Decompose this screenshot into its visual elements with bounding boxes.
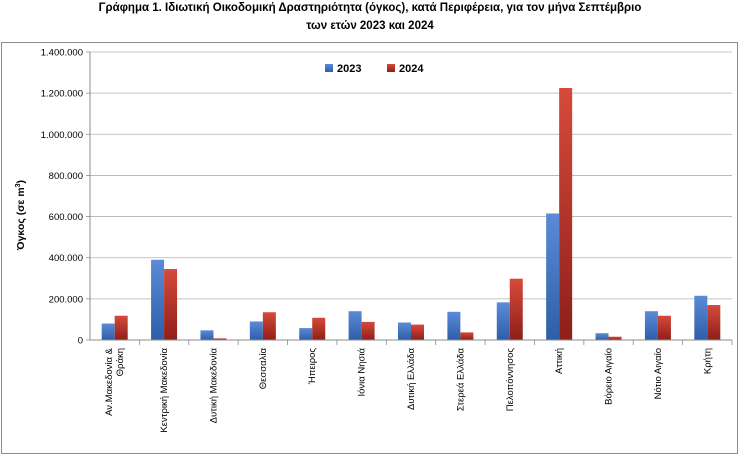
legend-label-2023: 2023 (337, 63, 361, 75)
y-tick-label: 1.000.000 (41, 130, 83, 141)
bar-2024 (559, 88, 573, 340)
bar-2024 (312, 317, 326, 340)
bar-2023 (644, 311, 658, 340)
x-tick-label: Αττική (554, 348, 565, 374)
chart-frame: 0 200.000 400.000 600.000 800.000 1.000.000 1.… (1, 42, 738, 454)
y-tick-label: 600.000 (49, 212, 83, 223)
bar-2023 (694, 295, 708, 340)
bar-2023 (101, 323, 115, 340)
chart-title-line1: Γράφημα 1. Ιδιωτική Οικοδομική Δραστηριό… (98, 2, 642, 14)
x-tick-label: Στερεά Ελλάδα (455, 348, 466, 412)
legend-swatch-2023 (325, 64, 333, 72)
bar-2024 (509, 278, 523, 340)
bar-2024 (707, 305, 721, 340)
x-tick-label: Κρήτη (702, 348, 713, 374)
y-tick-label: 200.000 (49, 294, 83, 305)
y-tick-label: 800.000 (49, 171, 83, 182)
legend-swatch-2024 (387, 64, 395, 72)
x-tick-label: Θράκη (115, 348, 126, 376)
bar-2023 (151, 259, 165, 340)
bar-2023 (249, 321, 263, 340)
x-tick-label: Θεσσαλία (258, 347, 269, 389)
bar-chart: 0 200.000 400.000 600.000 800.000 1.000.000 1.… (15, 48, 733, 433)
x-tick-label: Πελοπόννησος (505, 348, 516, 412)
bar-2024 (114, 315, 128, 340)
x-tick-label: Ήπειρος (307, 348, 318, 386)
x-tick-label: Δυτική Ελλάδα (406, 347, 417, 410)
x-tick-label: Αν.Μακεδονία & (104, 347, 115, 416)
y-tick-label: 400.000 (49, 253, 83, 264)
bar-2024 (411, 324, 424, 340)
x-tick-label: Κεντρική Μακεδονία (159, 347, 170, 432)
x-tick-label: Βόρειο Αιγαίο (604, 348, 615, 405)
bar-2024 (164, 269, 178, 340)
bar-2023 (546, 213, 560, 340)
y-tick-label: 0 (78, 336, 83, 347)
bar-2024 (460, 332, 474, 340)
y-axis-label: Όγκος (σε m3) (15, 180, 27, 251)
y-tick-label: 1.400.000 (41, 48, 83, 59)
bar-2023 (496, 302, 510, 340)
x-tick-label: Νότιο Αιγαίο (653, 348, 664, 399)
x-tick-label: Ιόνια Νησιά (357, 347, 368, 396)
legend-label-2024: 2024 (399, 63, 424, 75)
bar-2024 (262, 312, 276, 340)
x-tick-label: Δυτική Μακεδονία (208, 348, 219, 424)
bar-2024 (657, 315, 671, 340)
chart-title-line2: των ετών 2023 και 2024 (306, 20, 434, 32)
y-tick-label: 1.200.000 (41, 89, 83, 100)
bar-2024 (213, 338, 227, 340)
bar-2023 (447, 311, 461, 340)
bar-2023 (200, 330, 214, 340)
bar-2023 (299, 328, 313, 340)
bar-2023 (348, 311, 362, 340)
bar-2024 (361, 321, 375, 340)
bar-2023 (398, 322, 411, 340)
bar-2024 (608, 336, 622, 340)
bar-2023 (595, 333, 609, 340)
